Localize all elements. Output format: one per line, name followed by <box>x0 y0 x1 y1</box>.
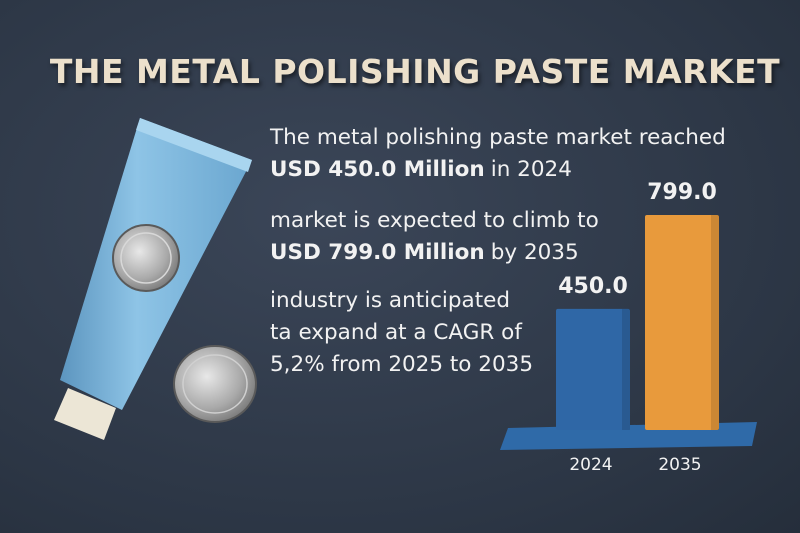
title: THE METAL POLISHING PASTE MARKET <box>49 52 781 91</box>
text: ta expand at a CAGR of <box>270 320 522 345</box>
bar <box>645 215 719 430</box>
statement: The metal polishing paste market reached… <box>270 122 726 186</box>
statement-line: industry is anticipated <box>270 285 533 317</box>
statement-line: USD 799.0 Million by 2035 <box>270 237 599 269</box>
bar <box>556 308 630 430</box>
tube-illustration <box>54 118 257 440</box>
text: by 2035 <box>490 240 579 265</box>
highlight-text: USD 799.0 Million <box>270 240 485 265</box>
x-tick-label: 2024 <box>569 455 612 475</box>
bar-shade <box>711 215 719 430</box>
statement: market is expected to climb to USD 799.0 … <box>270 205 599 269</box>
highlight-text: USD 450.0 Million <box>270 157 485 182</box>
statement: industry is anticipated ta expand at a CA… <box>270 285 533 381</box>
bar-chart: 450.0 2024 799.0 2035 <box>556 180 719 475</box>
statement-line: market is expected to climb to <box>270 205 599 237</box>
bar-shade <box>622 308 630 430</box>
text: market is expected to climb to <box>270 208 599 233</box>
text: industry is anticipated <box>270 288 511 313</box>
statement-line: USD 450.0 Million in 2024 <box>270 154 726 186</box>
text: in 2024 <box>490 157 572 182</box>
text: The metal polishing paste market reached <box>270 125 726 150</box>
statement-line: The metal polishing paste market reached <box>270 122 726 154</box>
statement-line: ta expand at a CAGR of <box>270 317 533 349</box>
text: 5,2% from 2025 to 2035 <box>270 352 534 377</box>
x-tick-label: 2035 <box>658 455 701 475</box>
value-label: 799.0 <box>647 180 717 205</box>
value-label: 450.0 <box>558 274 628 299</box>
statement-line: 5,2% from 2025 to 2035 <box>270 349 533 381</box>
